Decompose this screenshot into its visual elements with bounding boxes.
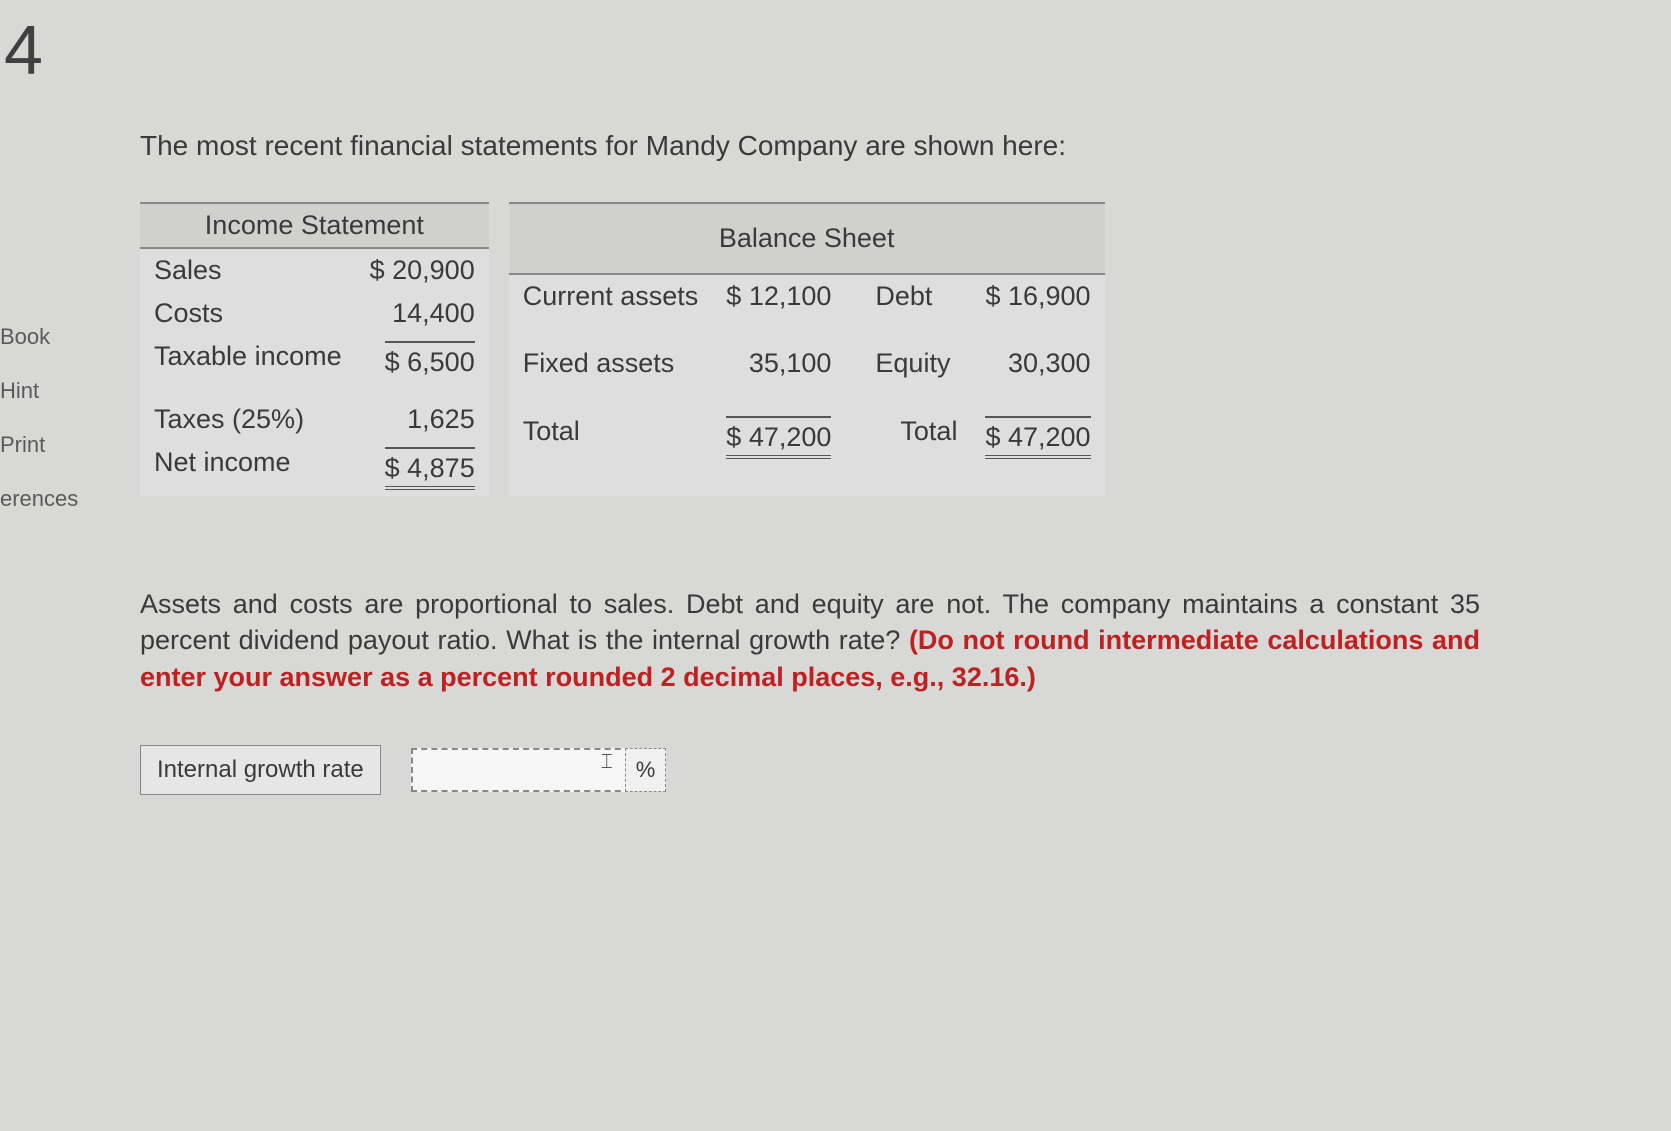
text-cursor-icon: ⌶ [601,751,613,774]
taxes-label: Taxes (25%) [140,398,356,441]
debt-value: $ 16,900 [971,274,1104,343]
current-assets-value: $ 12,100 [712,274,845,343]
taxes-value: 1,625 [356,398,489,441]
percent-unit: % [625,748,667,792]
equity-value: 30,300 [971,342,1104,409]
question-content: The most recent financial statements for… [140,130,1530,795]
income-statement-table: Income Statement Sales $ 20,900 Costs 14… [140,202,489,496]
sidebar-item-hint[interactable]: Hint [0,364,78,418]
sidebar-item-print[interactable]: Print [0,418,78,472]
current-assets-label: Current assets [509,274,713,343]
costs-value: 14,400 [356,292,489,335]
internal-growth-rate-input[interactable] [411,748,631,792]
page-number-fragment: 4 [0,0,60,120]
sales-label: Sales [140,248,356,292]
equity-label: Equity [845,342,971,409]
net-income-value: $ 4,875 [356,441,489,496]
sales-value: $ 20,900 [356,248,489,292]
fixed-assets-label: Fixed assets [509,342,713,409]
total-assets-value: $ 47,200 [712,410,845,496]
fixed-assets-value: 35,100 [712,342,845,409]
total-liab-eq-value: $ 47,200 [971,410,1104,496]
balance-sheet-title: Balance Sheet [509,203,1105,274]
income-statement-title: Income Statement [140,203,489,248]
costs-label: Costs [140,292,356,335]
sidebar: Book Hint Print erences [0,310,78,526]
debt-label: Debt [845,274,971,343]
sidebar-item-references[interactable]: erences [0,472,78,526]
taxable-income-label: Taxable income [140,335,356,384]
question-text: Assets and costs are proportional to sal… [140,586,1480,695]
total-assets-label: Total [509,410,713,496]
balance-sheet-table: Balance Sheet Current assets $ 12,100 De… [509,202,1105,496]
net-income-label: Net income [140,441,356,496]
taxable-income-value: $ 6,500 [356,335,489,384]
answer-row: Internal growth rate ⌶ % [140,745,1530,795]
answer-label: Internal growth rate [140,745,381,795]
total-liab-eq-label: Total [845,410,971,496]
intro-text: The most recent financial statements for… [140,130,1530,162]
sidebar-item-book[interactable]: Book [0,310,78,364]
